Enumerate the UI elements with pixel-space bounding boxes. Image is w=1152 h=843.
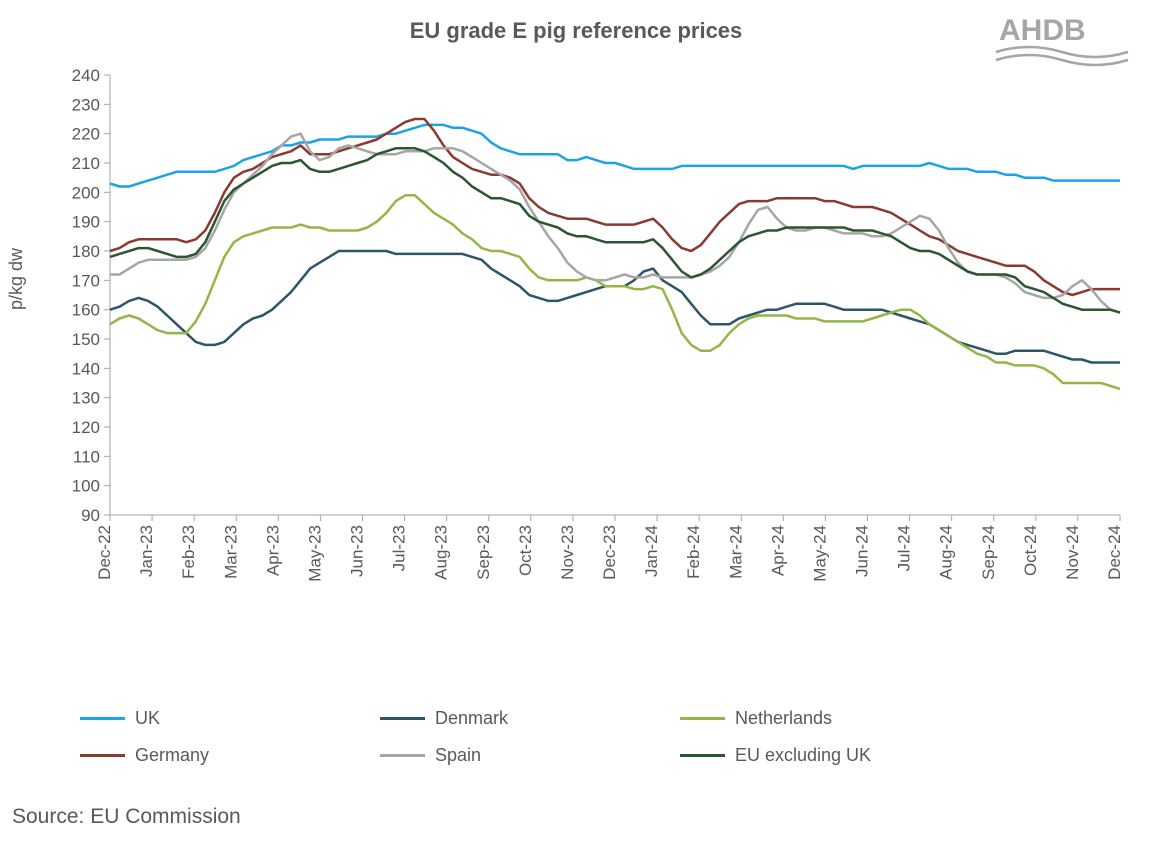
legend-swatch — [80, 754, 125, 757]
x-tick-label: Apr-24 — [768, 525, 787, 576]
legend-item-uk: UK — [80, 708, 380, 729]
x-tick-label: Apr-23 — [263, 525, 282, 576]
x-tick-label: Mar-24 — [726, 525, 745, 579]
x-tick-label: Jun-24 — [853, 525, 872, 577]
x-tick-label: Jul-24 — [895, 525, 914, 571]
y-tick-label: 240 — [72, 66, 100, 85]
y-tick-label: 100 — [72, 477, 100, 496]
legend-item-denmark: Denmark — [380, 708, 680, 729]
legend-item-eu-excluding-uk: EU excluding UK — [680, 745, 980, 766]
legend-swatch — [680, 717, 725, 720]
x-tick-label: Dec-22 — [95, 525, 114, 580]
y-tick-label: 90 — [81, 506, 100, 525]
legend-item-germany: Germany — [80, 745, 380, 766]
legend-label: Denmark — [435, 708, 508, 729]
legend-swatch — [680, 754, 725, 757]
logo-text: AHDB — [999, 14, 1086, 47]
x-tick-label: May-24 — [810, 525, 829, 582]
y-tick-label: 190 — [72, 213, 100, 232]
x-tick-label: Nov-23 — [558, 525, 577, 580]
x-tick-label: Jan-24 — [642, 525, 661, 577]
x-tick-label: Aug-24 — [937, 525, 956, 580]
x-tick-label: Feb-23 — [179, 525, 198, 579]
x-tick-label: Dec-24 — [1105, 525, 1124, 580]
chart-area: 90 100 110 120 130 140 150 160 170 180 190 200 210 22… — [50, 60, 1130, 620]
legend-swatch — [380, 717, 425, 720]
series-line-germany — [110, 119, 1120, 295]
legend-item-spain: Spain — [380, 745, 680, 766]
y-tick-label: 160 — [72, 301, 100, 320]
x-tick-label: Oct-23 — [516, 525, 535, 576]
legend: UK Denmark Netherlands Germany Spain EU exclu… — [80, 700, 1080, 774]
x-tick-label: Jun-23 — [348, 525, 367, 577]
y-tick-label: 220 — [72, 125, 100, 144]
x-tick-label: Feb-24 — [684, 525, 703, 579]
series-line-uk — [110, 125, 1120, 187]
x-tick-label: Jan-23 — [137, 525, 156, 577]
y-tick-label: 130 — [72, 389, 100, 408]
y-tick-label: 180 — [72, 242, 100, 261]
chart-svg: 90 100 110 120 130 140 150 160 170 180 190 200 210 22… — [50, 60, 1130, 620]
source-text: Source: EU Commission — [12, 805, 241, 829]
x-tick-label: Oct-24 — [1021, 525, 1040, 576]
series-line-denmark — [110, 251, 1120, 363]
x-tick-label: Aug-23 — [432, 525, 451, 580]
y-tick-label: 170 — [72, 271, 100, 290]
legend-label: UK — [135, 708, 160, 729]
x-tick-label: Dec-23 — [600, 525, 619, 580]
y-tick-label: 120 — [72, 418, 100, 437]
x-tick-label: Sep-24 — [979, 525, 998, 580]
y-tick-label: 140 — [72, 359, 100, 378]
legend-label: Netherlands — [735, 708, 832, 729]
legend-label: Germany — [135, 745, 209, 766]
legend-label: EU excluding UK — [735, 745, 871, 766]
legend-swatch — [380, 754, 425, 757]
legend-swatch — [80, 717, 125, 720]
y-tick-label: 200 — [72, 183, 100, 202]
chart-container: EU grade E pig reference prices AHDB p/k… — [0, 0, 1152, 843]
y-tick-label: 150 — [72, 330, 100, 349]
y-tick-label: 210 — [72, 154, 100, 173]
y-tick-label: 110 — [73, 447, 100, 466]
x-tick-label: Nov-24 — [1063, 525, 1082, 580]
x-tick-label: Mar-23 — [221, 525, 240, 579]
legend-item-netherlands: Netherlands — [680, 708, 980, 729]
legend-label: Spain — [435, 745, 481, 766]
x-tick-label: May-23 — [305, 525, 324, 582]
x-tick-label: Jul-23 — [390, 525, 409, 571]
chart-title: EU grade E pig reference prices — [0, 18, 1152, 44]
y-tick-label: 230 — [72, 95, 100, 114]
x-tick-label: Sep-23 — [474, 525, 493, 580]
y-axis-title: p/kg dw — [6, 248, 27, 310]
